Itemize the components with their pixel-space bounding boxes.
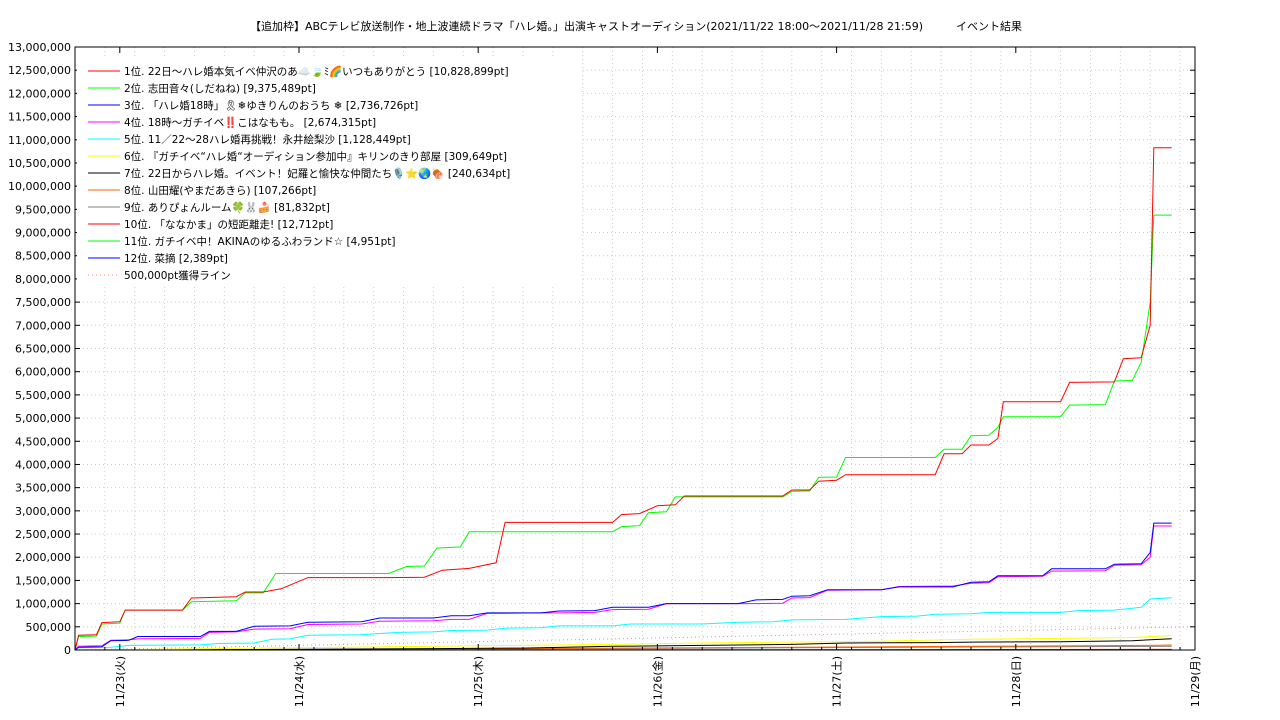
series-line	[74, 626, 1196, 651]
legend-label: 5位. 11／22〜28ハレ婚再挑戦！永井絵梨沙 [1,128,449pt]	[124, 133, 411, 146]
y-tick-label: 13,000,000	[8, 41, 71, 54]
legend-label: 10位. 「ななかま」の短距離走! [12,712pt]	[124, 218, 333, 231]
legend-background	[77, 59, 582, 287]
y-tick-label: 12,500,000	[8, 64, 71, 77]
y-tick-label: 2,000,000	[15, 551, 71, 564]
series-line	[74, 214, 1172, 651]
y-tick-label: 5,500,000	[15, 389, 71, 402]
legend-label: 1位. 22日〜ハレ婚本気イベ仲沢のあ☁️🍃ﾐ🌈いつもありがとう [10,828…	[124, 65, 509, 78]
y-tick-label: 7,000,000	[15, 319, 71, 332]
x-tick-label: 11/24(水)	[293, 656, 306, 707]
y-tick-label: 3,500,000	[15, 482, 71, 495]
x-tick-label: 11/29(月)	[1189, 656, 1202, 707]
y-tick-label: 10,000,000	[8, 180, 71, 193]
y-tick-label: 0	[64, 644, 71, 657]
legend: 1位. 22日〜ハレ婚本気イベ仲沢のあ☁️🍃ﾐ🌈いつもありがとう [10,828…	[77, 59, 582, 287]
legend-label: 9位. ありぴょんルーム🍀🐰🍰 [81,832pt]	[124, 201, 330, 214]
y-axis: 0 500,000 1,000,000 1,500,000 2,000,000 2,500…	[8, 41, 1195, 657]
legend-label: 7位. 22日からハレ婚。イベント！妃羅と愉快な仲間たち🎙️⭐🌏🍖 [240,6…	[124, 167, 510, 180]
y-tick-label: 11,000,000	[8, 134, 71, 147]
legend-label: 4位. 18時〜ガチイベ‼️こはなもも。 [2,674,315pt]	[124, 116, 376, 129]
x-axis: 11/23(火) 11/24(水) 11/25(木) 11/26(金) 11/27(土)…	[74, 47, 1202, 707]
legend-label: 3位. 「ハレ婚18時」🎗❄ゆきりんのおうち ❄ [2,736,726pt]	[124, 99, 418, 112]
series-line	[74, 597, 1172, 651]
y-tick-label: 9,000,000	[15, 227, 71, 240]
y-tick-label: 4,500,000	[15, 435, 71, 448]
y-tick-label: 10,500,000	[8, 157, 71, 170]
series-line	[74, 522, 1172, 651]
x-tick-label: 11/28(日)	[1010, 656, 1023, 707]
series-line	[74, 635, 1172, 651]
y-tick-label: 11,500,000	[8, 111, 71, 124]
legend-label: 12位. 菜摘 [2,389pt]	[124, 252, 228, 265]
y-tick-label: 6,500,000	[15, 343, 71, 356]
series-line	[74, 525, 1172, 651]
series-line	[74, 147, 1172, 651]
y-tick-label: 5,000,000	[15, 412, 71, 425]
y-tick-label: 500,000	[26, 621, 72, 634]
legend-label: 500,000pt獲得ライン	[124, 269, 231, 282]
x-tick-label: 11/23(火)	[114, 656, 127, 707]
y-tick-label: 7,500,000	[15, 296, 71, 309]
y-tick-label: 2,500,000	[15, 528, 71, 541]
y-tick-label: 9,500,000	[15, 203, 71, 216]
legend-label: 11位. ガチイベ中！AKINAのゆるふわランド☆ [4,951pt]	[124, 235, 396, 248]
y-tick-label: 1,500,000	[15, 574, 71, 587]
y-tick-label: 4,000,000	[15, 458, 71, 471]
y-tick-label: 6,000,000	[15, 366, 71, 379]
legend-label: 6位. 『ガチイベ“ハレ婚“オーディション参加中』キリンのきり部屋 [309,6…	[124, 150, 507, 163]
x-tick-label: 11/27(土)	[831, 656, 844, 707]
x-tick-label: 11/26(金)	[650, 656, 664, 707]
y-tick-label: 8,500,000	[15, 250, 71, 263]
y-tick-label: 8,000,000	[15, 273, 71, 286]
y-tick-label: 12,000,000	[8, 87, 71, 100]
legend-label: 2位. 志田音々(しだねね) [9,375,489pt]	[124, 82, 316, 95]
y-tick-label: 3,000,000	[15, 505, 71, 518]
legend-label: 8位. 山田耀(やまだあきら) [107,266pt]	[124, 184, 316, 197]
x-tick-label: 11/25(木)	[472, 656, 485, 707]
chart-title: 【追加枠】ABCテレビ放送制作・地上波連続ドラマ「ハレ婚。」出演キャストオーディ…	[250, 19, 1022, 33]
y-tick-label: 1,000,000	[15, 598, 71, 611]
